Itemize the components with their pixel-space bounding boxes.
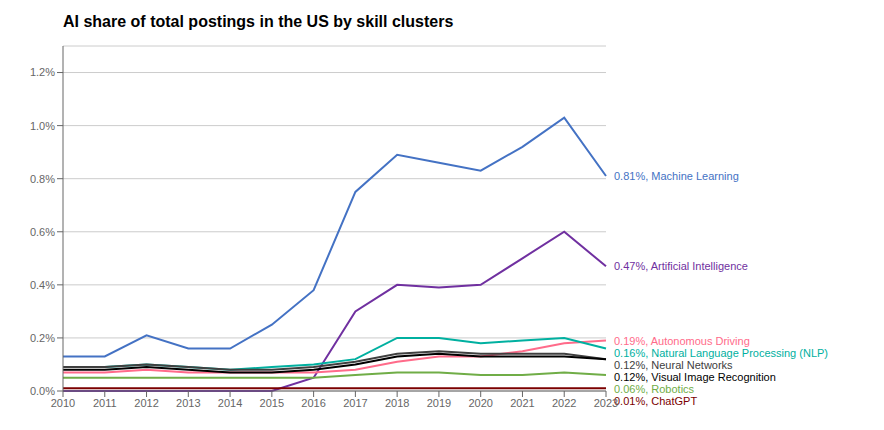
svg-text:2019: 2019: [427, 397, 451, 409]
svg-text:1.0%: 1.0%: [30, 120, 55, 132]
html-text:AI share of total postings in: AI share of total postings in the US by …: [63, 13, 454, 30]
svg-text:2018: 2018: [385, 397, 409, 409]
svg-text:2010: 2010: [51, 397, 75, 409]
svg-text:0.12%, Neural Networks: 0.12%, Neural Networks: [614, 359, 733, 371]
svg-text:0.81%, Machine Learning: 0.81%, Machine Learning: [614, 170, 739, 182]
svg-text:0.47%, Artificial Intelligence: 0.47%, Artificial Intelligence: [614, 260, 748, 272]
svg-text:0.2%: 0.2%: [30, 332, 55, 344]
svg-text:0.0%: 0.0%: [30, 385, 55, 397]
svg-text:2011: 2011: [93, 397, 117, 409]
svg-text:0.8%: 0.8%: [30, 173, 55, 185]
svg-text:2021: 2021: [510, 397, 534, 409]
svg-text:2023: 2023: [594, 397, 618, 409]
svg-text:2015: 2015: [260, 397, 284, 409]
svg-text:0.12%, Visual Image Recognitio: 0.12%, Visual Image Recognition: [614, 371, 776, 383]
svg-text:0.19%, Autonomous Driving: 0.19%, Autonomous Driving: [614, 335, 750, 347]
svg-text:1.2%: 1.2%: [30, 66, 55, 78]
svg-text:2020: 2020: [468, 397, 492, 409]
svg-text:2013: 2013: [176, 397, 200, 409]
svg-text:2017: 2017: [343, 397, 367, 409]
svg-text:2014: 2014: [218, 397, 242, 409]
svg-text:0.01%, ChatGPT: 0.01%, ChatGPT: [614, 395, 697, 407]
svg-text:2012: 2012: [134, 397, 158, 409]
svg-text:2022: 2022: [552, 397, 576, 409]
svg-text:0.4%: 0.4%: [30, 279, 55, 291]
svg-text:2016: 2016: [301, 397, 325, 409]
svg-text:0.6%: 0.6%: [30, 226, 55, 238]
svg-text:0.06%, Robotics: 0.06%, Robotics: [614, 383, 695, 395]
svg-text:0.16%, Natural Language Proces: 0.16%, Natural Language Processing (NLP): [614, 347, 828, 359]
